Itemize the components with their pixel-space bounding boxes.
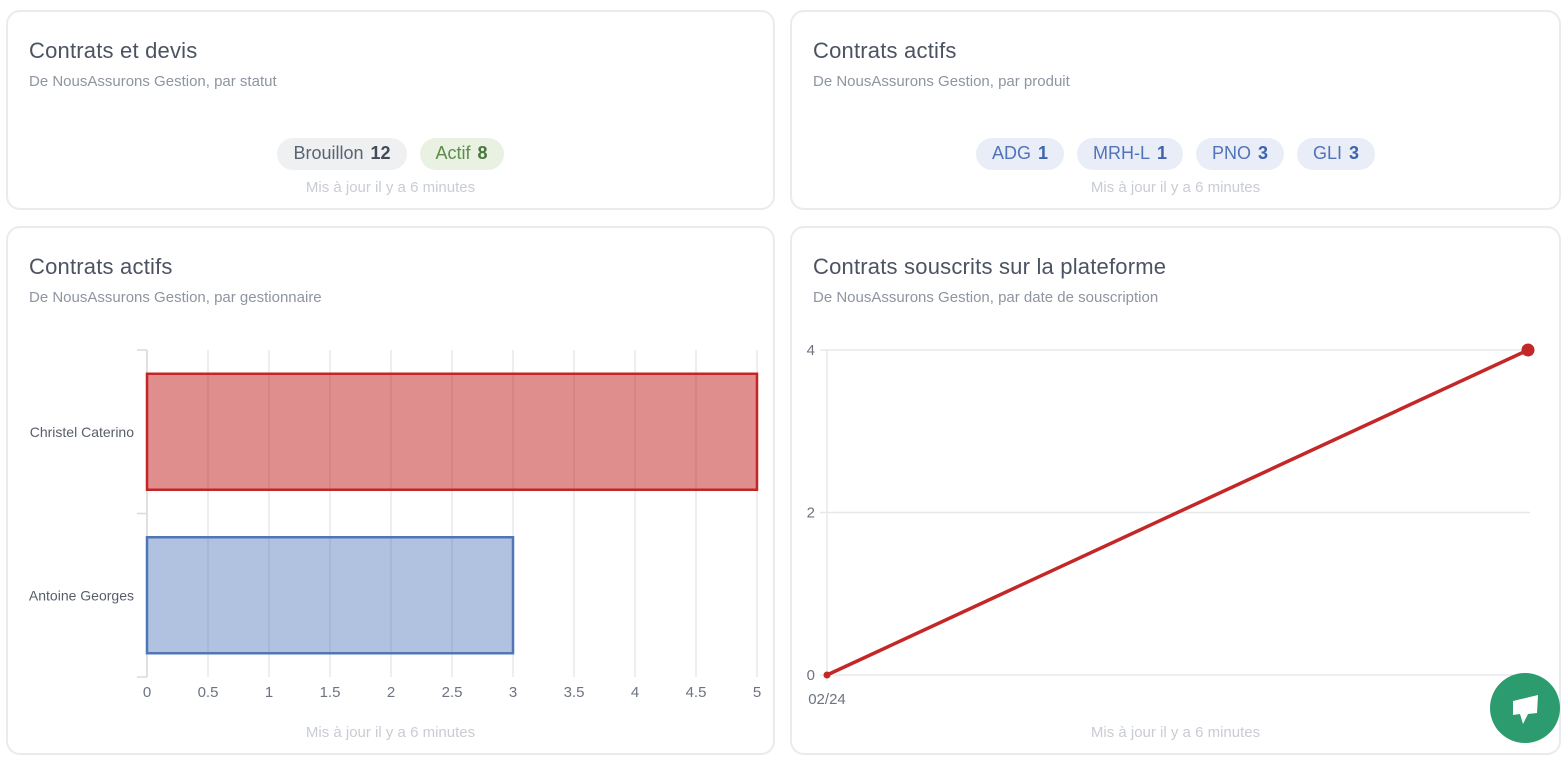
badge-label: Brouillon <box>293 143 364 163</box>
card-contrats-actifs-gestionnaire: Contrats actifs De NousAssurons Gestion,… <box>6 226 775 755</box>
svg-text:4.5: 4.5 <box>686 684 707 701</box>
updated-timestamp: Mis à jour il y a 6 minutes <box>305 179 476 196</box>
stat-badge: ADG 1 <box>975 138 1064 170</box>
badge-value: 8 <box>477 143 488 163</box>
badge-label: Actif <box>435 143 471 163</box>
stat-badge: GLI 3 <box>1297 138 1376 170</box>
chat-bubble-icon <box>1513 695 1538 724</box>
svg-text:5: 5 <box>753 684 761 701</box>
svg-text:02/24: 02/24 <box>808 691 846 708</box>
badge-label: PNO <box>1211 143 1251 163</box>
stat-badge: Actif 8 <box>419 138 504 170</box>
card-contrats-et-devis: Contrats et devis De NousAssurons Gestio… <box>6 10 775 210</box>
badge-list: Brouillon 12 Actif 8 <box>8 138 773 170</box>
card-title: Contrats et devis <box>29 38 198 63</box>
card-subtitle: De NousAssurons Gestion, par produit <box>813 73 1070 90</box>
svg-text:2: 2 <box>387 684 395 701</box>
svg-text:3: 3 <box>509 684 517 701</box>
stat-badge: Brouillon 12 <box>277 138 407 170</box>
svg-text:0: 0 <box>807 667 815 684</box>
stat-badge: MRH-L 1 <box>1076 138 1183 170</box>
badge-value: 1 <box>1037 143 1048 163</box>
card-contrats-souscrits: Contrats souscrits sur la plateforme De … <box>790 226 1561 755</box>
svg-text:1: 1 <box>265 684 273 701</box>
svg-text:1.5: 1.5 <box>320 684 341 701</box>
card-title: Contrats actifs <box>29 254 173 279</box>
badge-label: MRH-L <box>1092 143 1150 163</box>
line-chart-svg: 0 2 4 02/24 <box>807 342 1535 708</box>
chat-widget-button[interactable] <box>1490 673 1560 743</box>
svg-text:0: 0 <box>143 684 151 701</box>
svg-text:2: 2 <box>807 505 815 522</box>
card-title: Contrats souscrits sur la plateforme <box>813 254 1167 279</box>
stat-badge: PNO 3 <box>1195 138 1285 170</box>
card-subtitle: De NousAssurons Gestion, par date de sou… <box>813 289 1159 306</box>
badge-value: 12 <box>370 143 391 163</box>
card-head: Contrats actifs De NousAssurons Gestion,… <box>792 12 1559 90</box>
svg-text:Antoine Georges: Antoine Georges <box>29 587 134 603</box>
badge-label: ADG <box>991 143 1031 163</box>
card-head: Contrats actifs De NousAssurons Gestion,… <box>8 228 773 306</box>
card-subtitle: De NousAssurons Gestion, par gestionnair… <box>29 289 322 306</box>
bar-chart-svg: 0 0.5 1 1.5 2 2.5 3 3.5 4 4.5 5 Christel Caterino An… <box>29 349 761 701</box>
card-subtitle: De NousAssurons Gestion, par statut <box>29 73 277 90</box>
svg-text:Christel Caterino: Christel Caterino <box>30 424 134 440</box>
badge-value: 3 <box>1349 143 1360 163</box>
card-contrats-actifs-produit: Contrats actifs De NousAssurons Gestion,… <box>790 10 1561 210</box>
badge-value: 3 <box>1258 143 1269 163</box>
badge-value: 1 <box>1156 143 1167 163</box>
svg-text:0.5: 0.5 <box>198 684 219 701</box>
updated-timestamp: Mis à jour il y a 6 minutes <box>1090 724 1261 741</box>
svg-text:4: 4 <box>631 684 639 701</box>
svg-text:2.5: 2.5 <box>442 684 463 701</box>
card-title: Contrats actifs <box>813 38 957 63</box>
updated-timestamp: Mis à jour il y a 6 minutes <box>305 724 476 741</box>
badge-list: ADG 1 MRH-L 1 PNO 3 GLI 3 <box>792 138 1559 170</box>
badge-label: GLI <box>1313 143 1343 163</box>
card-head: Contrats souscrits sur la plateforme De … <box>792 228 1559 306</box>
updated-timestamp: Mis à jour il y a 6 minutes <box>1090 179 1261 196</box>
svg-text:4: 4 <box>807 342 815 359</box>
svg-text:3.5: 3.5 <box>564 684 585 701</box>
card-head: Contrats et devis De NousAssurons Gestio… <box>8 12 773 90</box>
